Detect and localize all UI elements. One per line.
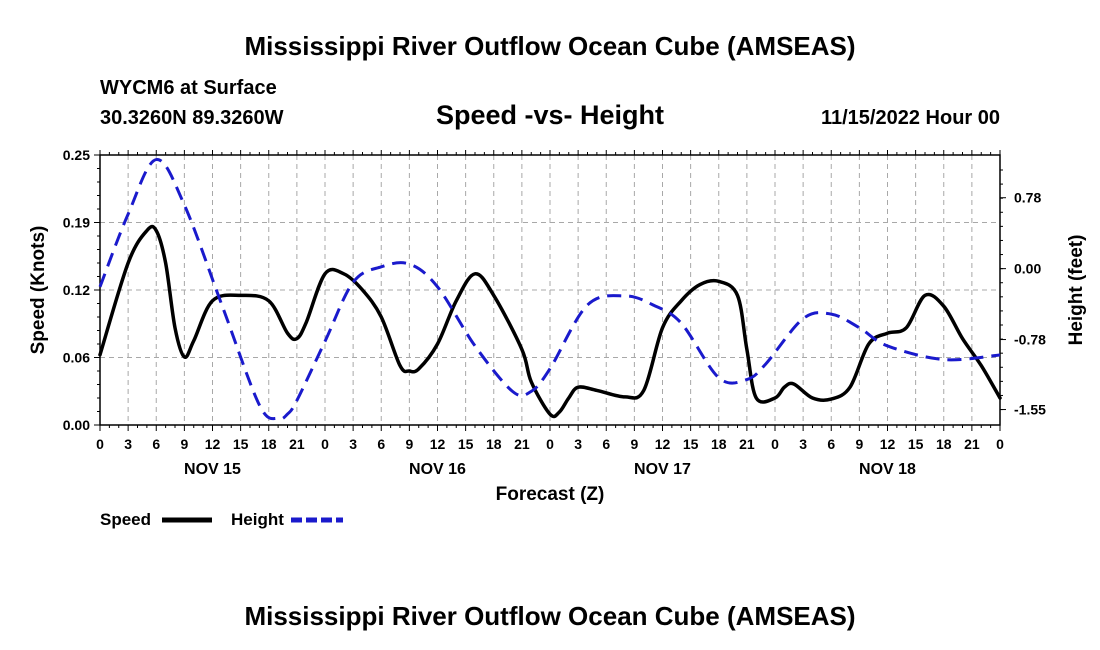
x-tick-label: 3 (349, 436, 357, 452)
x-day-label: NOV 15 (184, 461, 241, 478)
y2-tick-label: -0.78 (1014, 332, 1046, 348)
x-tick-label: 21 (514, 436, 530, 452)
legend-speed-label: Speed (100, 510, 151, 529)
x-tick-label: 18 (261, 436, 277, 452)
y2-tick-label: 0.78 (1014, 190, 1041, 206)
series-lines (98, 158, 1002, 421)
y-tick-label: 0.00 (63, 417, 90, 433)
legend-height-label: Height (231, 510, 284, 529)
x-tick-label: 15 (233, 436, 249, 452)
datetime-label: 11/15/2022 Hour 00 (821, 107, 1000, 129)
x-tick-label: 9 (630, 436, 638, 452)
y-tick-label: 0.25 (63, 147, 90, 163)
x-tick-label: 12 (205, 436, 221, 452)
x-day-label: NOV 17 (634, 461, 691, 478)
x-tick-label: 3 (574, 436, 582, 452)
x-day-label: NOV 16 (409, 461, 466, 478)
page-title-repeat: Mississippi River Outflow Ocean Cube (AM… (244, 601, 855, 631)
x-tick-label: 0 (321, 436, 329, 452)
x-tick-label: 3 (124, 436, 132, 452)
x-tick-label: 21 (289, 436, 305, 452)
page-title: Mississippi River Outflow Ocean Cube (AM… (244, 31, 855, 61)
x-tick-label: 0 (546, 436, 554, 452)
station-label: WYCM6 at Surface (100, 77, 277, 99)
x-tick-label: 15 (683, 436, 699, 452)
x-tick-label: 9 (855, 436, 863, 452)
x-tick-label: 15 (458, 436, 474, 452)
x-tick-label: 18 (936, 436, 952, 452)
x-tick-label: 18 (711, 436, 727, 452)
x-tick-label: 0 (771, 436, 779, 452)
y-tick-label: 0.19 (63, 215, 90, 231)
x-day-label: NOV 18 (859, 461, 916, 478)
x-axis-label: Forecast (Z) (496, 484, 605, 505)
x-tick-label: 15 (908, 436, 924, 452)
x-tick-label: 6 (827, 436, 835, 452)
y-tick-label: 0.12 (63, 282, 90, 298)
x-tick-label: 6 (152, 436, 160, 452)
x-tick-label: 12 (430, 436, 446, 452)
grid-lines (100, 155, 1000, 425)
y2-tick-label: 0.00 (1014, 261, 1041, 277)
chart-title: Speed -vs- Height (436, 100, 664, 130)
x-tick-label: 21 (964, 436, 980, 452)
legend: Speed Height (100, 510, 343, 529)
x-tick-label: 12 (655, 436, 671, 452)
x-tick-label: 3 (799, 436, 807, 452)
series-line-height (98, 158, 1001, 421)
x-tick-label: 21 (739, 436, 755, 452)
coords-label: 30.3260N 89.3260W (100, 107, 284, 129)
x-tick-label: 6 (377, 436, 385, 452)
y2-tick-label: -1.55 (1014, 402, 1046, 418)
x-tick-label: 0 (996, 436, 1004, 452)
y2-axis-label: Height (feet) (1066, 235, 1087, 346)
x-tick-label: 18 (486, 436, 502, 452)
x-tick-label: 6 (602, 436, 610, 452)
tick-marks (94, 150, 1006, 431)
y-tick-label: 0.06 (63, 350, 90, 366)
x-tick-label: 12 (880, 436, 896, 452)
x-tick-label: 9 (180, 436, 188, 452)
x-tick-label: 9 (405, 436, 413, 452)
x-tick-label: 0 (96, 436, 104, 452)
y-axis-label: Speed (Knots) (28, 226, 49, 355)
series-line-speed (98, 224, 1002, 419)
